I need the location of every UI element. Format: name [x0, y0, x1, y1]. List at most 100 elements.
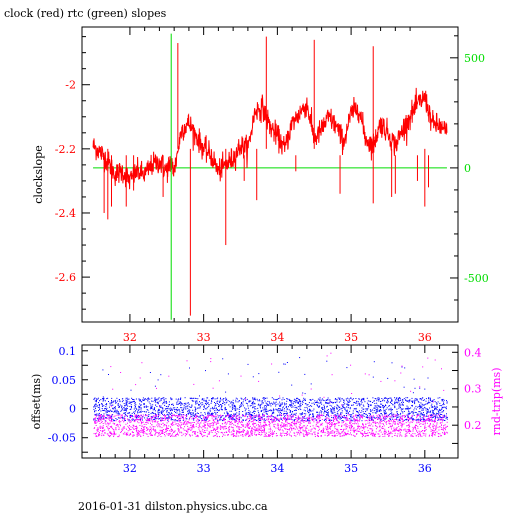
rndtrip-point [305, 426, 307, 428]
rndtrip-point [99, 415, 101, 417]
rndtrip-point [114, 433, 116, 435]
rndtrip-point [171, 428, 172, 430]
offset-point [331, 408, 333, 410]
offset-point [167, 408, 169, 410]
rndtrip-point [341, 432, 343, 434]
rndtrip-point [236, 426, 237, 428]
offset-point [441, 416, 443, 418]
rndtrip-point [271, 432, 273, 434]
rndtrip-point [123, 426, 125, 428]
rndtrip-point [292, 416, 294, 418]
offset-point [123, 417, 125, 419]
rndtrip-point [288, 422, 290, 424]
rndtrip-point [338, 433, 340, 435]
rndtrip-point [264, 434, 266, 435]
offset-point [336, 399, 338, 401]
offset-point [210, 407, 212, 409]
rndtrip-point [330, 431, 332, 432]
offset-point [295, 399, 297, 401]
offset-point [394, 399, 396, 401]
offset-point [310, 383, 312, 385]
offset-point [410, 407, 412, 409]
offset-point [175, 409, 177, 411]
offset-point [445, 406, 447, 408]
rndtrip-point [379, 429, 381, 431]
rndtrip-point [122, 428, 124, 430]
rndtrip-point [271, 422, 273, 424]
offset-point [421, 409, 423, 411]
offset-point [300, 414, 302, 416]
rndtrip-point [143, 423, 145, 425]
rndtrip-point [422, 432, 424, 434]
offset-point [430, 405, 432, 407]
bottom-y2-tick-label: 0.3 [464, 383, 482, 396]
offset-point [109, 411, 111, 413]
offset-point [400, 412, 402, 414]
rndtrip-point [261, 425, 263, 427]
rndtrip-point [396, 419, 398, 421]
offset-point [417, 418, 419, 420]
offset-point [432, 413, 434, 415]
rndtrip-point [122, 414, 123, 416]
offset-point [391, 416, 393, 418]
rndtrip-point [126, 428, 127, 430]
rndtrip-point [127, 425, 129, 427]
rndtrip-point [383, 425, 385, 427]
offset-point [407, 406, 409, 408]
rndtrip-point [274, 418, 276, 420]
offset-point [430, 415, 431, 417]
rndtrip-point [155, 421, 157, 423]
offset-point [110, 402, 112, 404]
offset-point [420, 419, 421, 421]
rndtrip-point [341, 422, 343, 424]
rndtrip-point [174, 431, 175, 433]
rndtrip-point [140, 431, 142, 433]
offset-point [320, 401, 322, 403]
offset-point [396, 413, 398, 414]
offset-point [142, 397, 144, 399]
offset-point [229, 414, 231, 416]
offset-point [431, 409, 433, 411]
offset-point [299, 413, 301, 415]
offset-point [224, 407, 226, 409]
rndtrip-point [248, 435, 250, 437]
rndtrip-point [288, 429, 290, 431]
rndtrip-point [161, 418, 163, 420]
offset-point [378, 406, 380, 408]
rndtrip-point [208, 425, 210, 427]
offset-point [434, 401, 436, 403]
rndtrip-point [296, 433, 298, 435]
rndtrip-point [164, 435, 166, 437]
rndtrip-point [291, 427, 293, 429]
offset-point [384, 413, 385, 415]
rndtrip-point [304, 425, 306, 427]
offset-point [315, 402, 316, 404]
offset-point [182, 414, 184, 416]
rndtrip-point [357, 428, 359, 429]
rndtrip-point [142, 421, 144, 423]
offset-point [324, 406, 325, 408]
offset-point [117, 413, 119, 415]
offset-point [320, 412, 322, 414]
rndtrip-point [432, 423, 434, 425]
offset-point [390, 397, 392, 399]
offset-point [396, 411, 398, 412]
offset-point [298, 409, 300, 410]
rndtrip-point [114, 433, 115, 434]
offset-point [364, 413, 365, 414]
offset-point [297, 406, 299, 408]
rndtrip-point [284, 432, 286, 434]
offset-point [431, 407, 433, 408]
offset-point [432, 411, 434, 413]
rndtrip-point [300, 420, 302, 422]
offset-point [206, 408, 208, 410]
rndtrip-point [238, 421, 240, 423]
offset-point [434, 417, 436, 419]
rndtrip-point [373, 422, 375, 424]
rndtrip-point [215, 430, 216, 431]
rndtrip-point [372, 421, 374, 423]
rndtrip-point [143, 432, 144, 434]
rndtrip-point [302, 427, 304, 429]
offset-point [326, 405, 328, 407]
offset-point [114, 419, 116, 421]
